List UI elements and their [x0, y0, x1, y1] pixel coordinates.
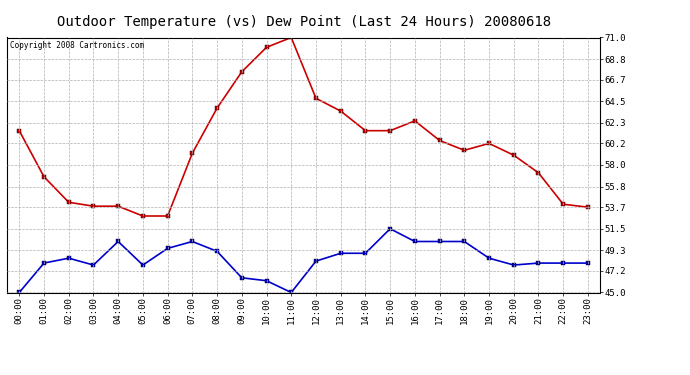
Text: Copyright 2008 Cartronics.com: Copyright 2008 Cartronics.com — [10, 41, 144, 50]
Text: Outdoor Temperature (vs) Dew Point (Last 24 Hours) 20080618: Outdoor Temperature (vs) Dew Point (Last… — [57, 15, 551, 29]
